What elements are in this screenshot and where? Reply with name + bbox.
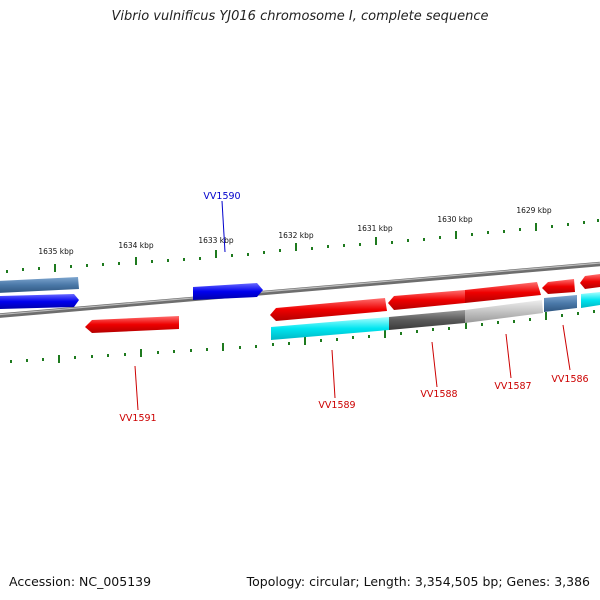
gene-label-vv1591[interactable]: VV1591 [119, 413, 156, 424]
reverse-cds-arrow [580, 274, 600, 289]
reverse-cds-arrow [270, 298, 387, 321]
steel-feature [0, 277, 79, 293]
outer-scale-major-ticks [54, 223, 537, 272]
scale-label: 1630 kbp [437, 215, 473, 224]
scale-label: 1633 kbp [198, 236, 234, 245]
reverse-cds-arrow [388, 290, 465, 310]
scale-label: 1631 kbp [357, 224, 393, 233]
forward-cds-arrow [0, 294, 79, 309]
forward-features [0, 274, 600, 321]
inner-scale [10, 310, 595, 363]
reverse-cds-arrow [465, 282, 541, 303]
gene-label-vv1588[interactable]: VV1588 [420, 389, 457, 400]
map-title: Vibrio vulnificus YJ016 chromosome I, co… [111, 9, 489, 24]
scale-label: 1635 kbp [38, 247, 74, 256]
steel-feature [544, 295, 577, 312]
cyan-feature [271, 317, 389, 340]
outer-scale-minor-ticks [6, 219, 599, 273]
dark-gray-feature [389, 310, 465, 330]
light-gray-feature [465, 300, 543, 323]
scale-label: 1634 kbp [118, 241, 154, 250]
scale-label: 1629 kbp [516, 206, 552, 215]
topology-summary: Topology: circular; Length: 3,354,505 bp… [246, 574, 590, 589]
scale-label: 1632 kbp [278, 231, 314, 240]
forward-cds-arrow [193, 283, 263, 300]
chromosome-backbone [0, 261, 600, 318]
outer-scale: 1635 kbp 1634 kbp 1633 kbp 1632 kbp 1631… [6, 206, 599, 273]
label-leaders [134, 200, 571, 411]
gene-label-vv1586[interactable]: VV1586 [551, 374, 588, 385]
accession-text: Accession: NC_005139 [9, 574, 152, 589]
gene-label-vv1590[interactable]: VV1590 [203, 191, 240, 202]
reverse-features [85, 292, 600, 340]
reverse-cds-arrow [542, 279, 575, 294]
gene-label-vv1589[interactable]: VV1589 [318, 400, 355, 411]
reverse-cds-arrow [85, 316, 179, 333]
cyan-feature [581, 292, 600, 308]
gene-label-vv1587[interactable]: VV1587 [494, 381, 531, 392]
